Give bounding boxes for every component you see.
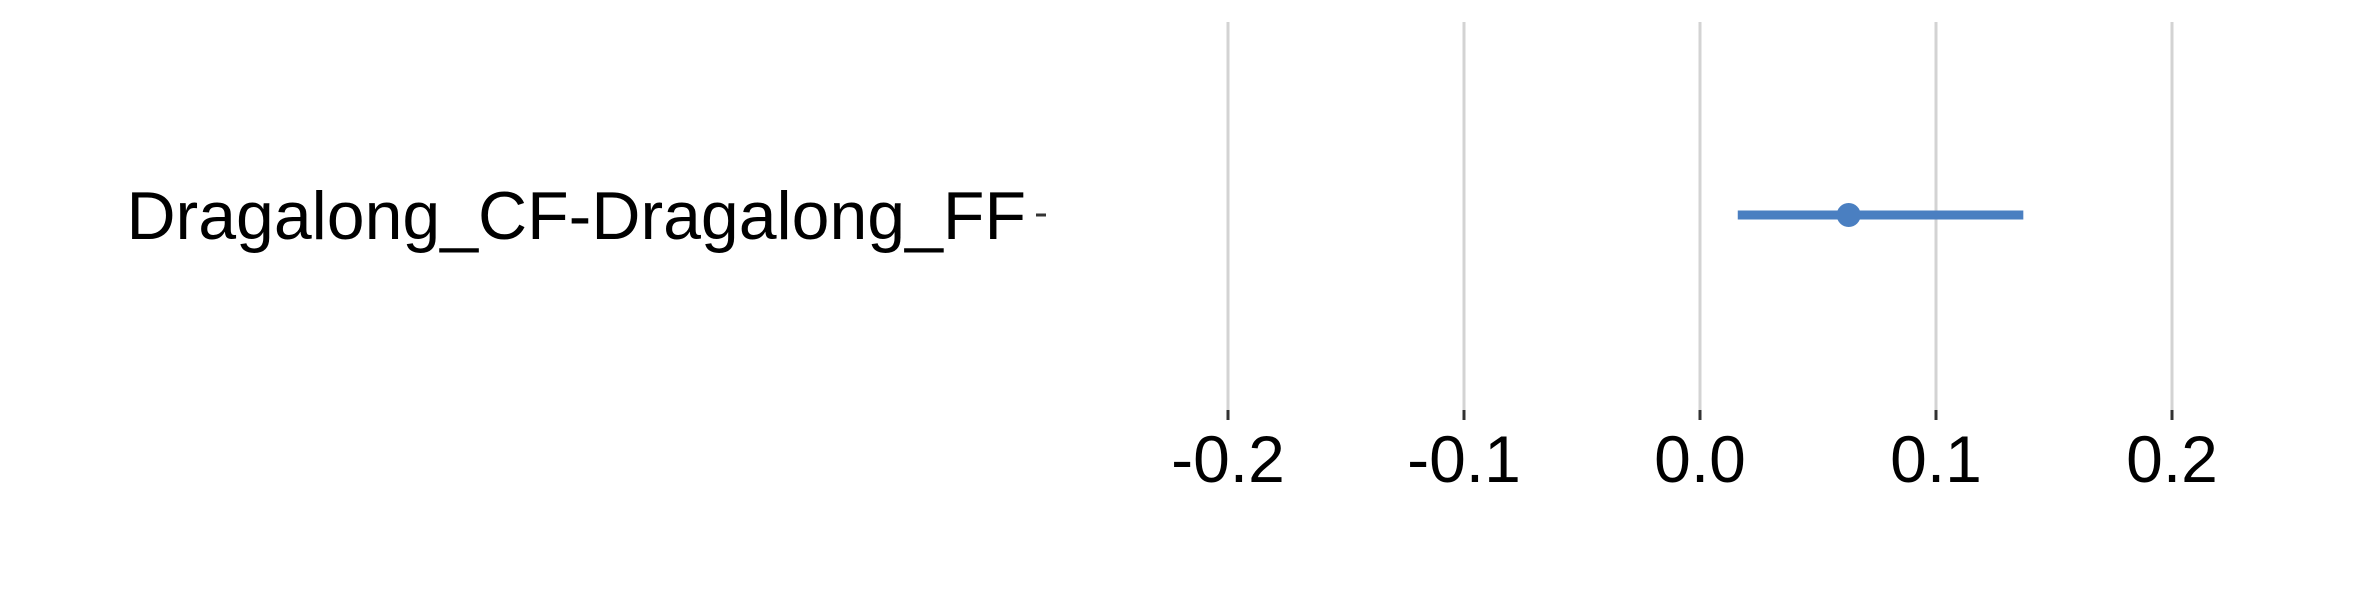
y-category-label: Dragalong_CF-Dragalong_FF bbox=[126, 178, 1026, 254]
x-tick-label: -0.1 bbox=[1407, 422, 1521, 496]
x-tick-label: 0.1 bbox=[1890, 422, 1982, 496]
point-estimate bbox=[1836, 203, 1861, 227]
y-axis: Dragalong_CF-Dragalong_FF bbox=[126, 178, 1046, 254]
x-axis: -0.2 -0.1 0.0 0.1 0.2 bbox=[1171, 410, 2218, 496]
x-tick-label: 0.0 bbox=[1654, 422, 1746, 496]
plot-marks bbox=[1737, 203, 2024, 227]
x-tick-label: -0.2 bbox=[1171, 422, 1285, 496]
x-tick-label: 0.2 bbox=[2126, 422, 2218, 496]
grid-lines bbox=[1226, 22, 2174, 410]
